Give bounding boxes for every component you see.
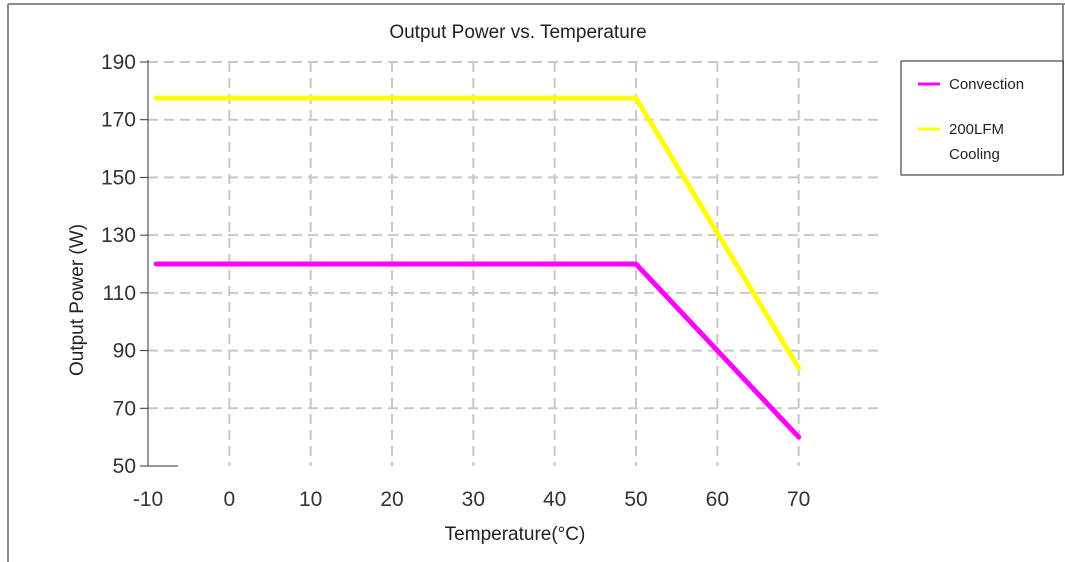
chart-title: Output Power vs. Temperature: [389, 22, 646, 43]
series-line-200lfm-cooling: [153, 95, 802, 371]
y-tick-label: 150: [101, 166, 136, 189]
series-line-convection: [153, 261, 802, 440]
legend: Convection 200LFM Cooling: [900, 60, 1064, 176]
y-tick-label: 190: [101, 51, 136, 74]
x-tick-label: 20: [380, 488, 403, 511]
y-tick-label: 130: [101, 224, 136, 247]
x-tick-label: 70: [787, 488, 810, 511]
y-tick-label: 110: [103, 282, 136, 305]
axes: 50 70 90 110 130 150 170 190 -10 0 10 20 30 40 50 60 70: [101, 51, 810, 511]
x-tick-label: 40: [543, 488, 566, 511]
legend-label: Convection: [949, 76, 1024, 93]
x-tick-label: -10: [133, 488, 163, 511]
x-axis-title: Temperature(°C): [445, 524, 586, 545]
legend-label: 200LFM Cooling: [949, 121, 1004, 163]
x-tick-label: 50: [624, 488, 647, 511]
y-tick-label: 70: [113, 397, 136, 420]
x-tick-label: 10: [299, 488, 322, 511]
y-tick-label: 90: [113, 340, 136, 363]
y-tick-label: 50: [113, 455, 136, 478]
x-tick-label: 0: [223, 488, 235, 511]
y-tick-label: 170: [101, 109, 136, 132]
legend-box: [900, 60, 1064, 176]
series-lines: [153, 95, 802, 440]
y-axis-title: Output Power (W): [67, 224, 88, 376]
x-tick-label: 30: [462, 488, 485, 511]
x-tick-label: 60: [706, 488, 729, 511]
